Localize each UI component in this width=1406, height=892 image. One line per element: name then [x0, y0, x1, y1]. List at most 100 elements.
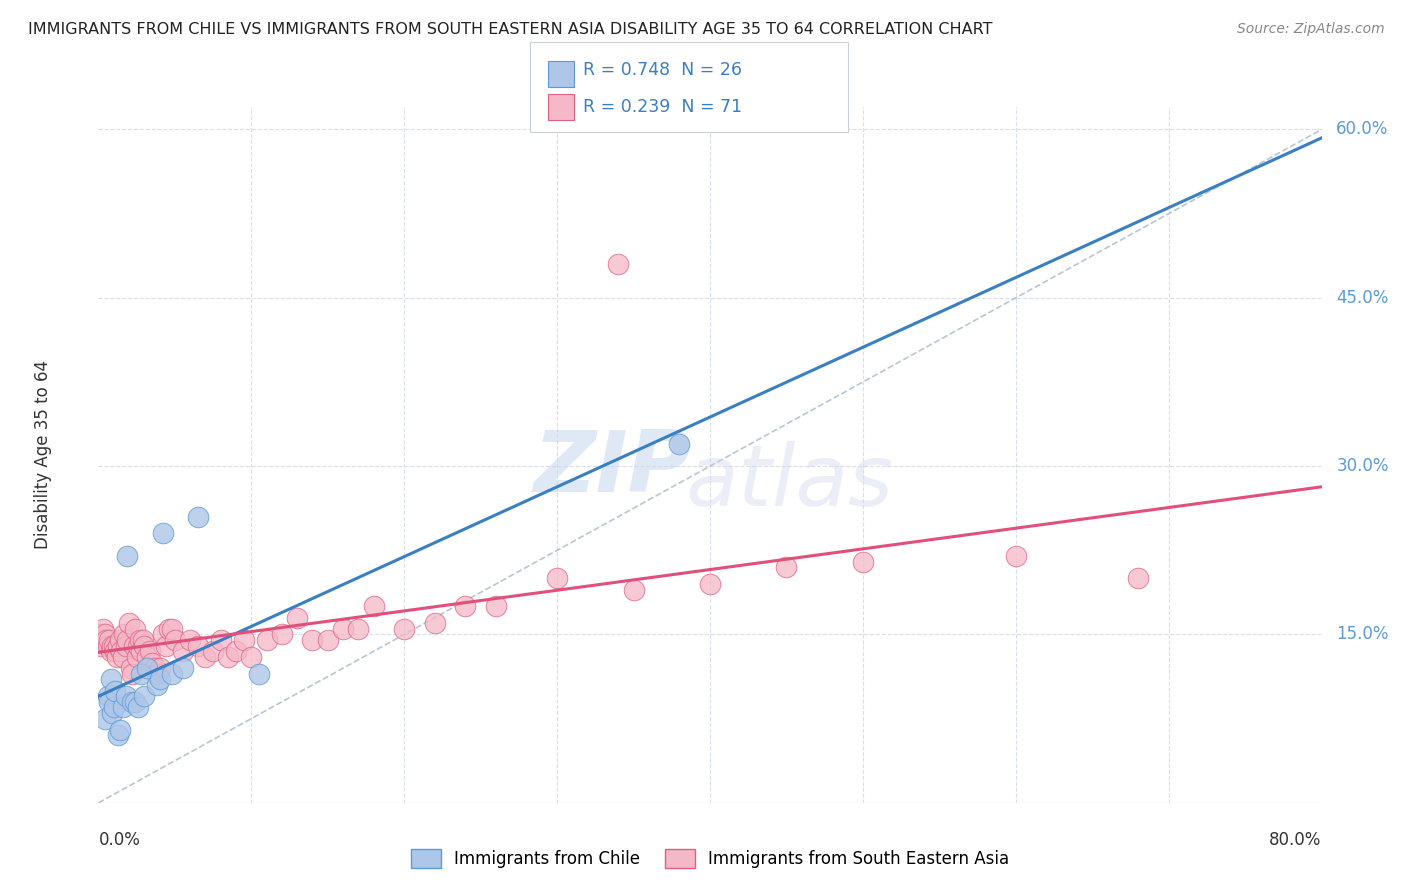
Point — [127, 639, 149, 653]
Text: 80.0%: 80.0% — [1270, 830, 1322, 848]
Text: R = 0.748  N = 26: R = 0.748 N = 26 — [583, 61, 742, 78]
Point — [699, 577, 721, 591]
Point — [91, 622, 114, 636]
Point — [225, 644, 247, 658]
Point — [332, 622, 354, 636]
Point — [143, 661, 166, 675]
Point — [128, 633, 150, 648]
Point — [485, 599, 508, 614]
Point — [240, 649, 263, 664]
Point — [111, 649, 134, 664]
Point — [100, 673, 122, 687]
Point — [163, 633, 186, 648]
Point — [155, 639, 177, 653]
Point — [108, 633, 131, 648]
Point — [134, 689, 156, 703]
Point — [90, 639, 112, 653]
Point — [775, 560, 797, 574]
Text: R = 0.239  N = 71: R = 0.239 N = 71 — [583, 98, 742, 116]
Point — [623, 582, 645, 597]
Point — [852, 555, 875, 569]
Point — [187, 509, 209, 524]
Point — [363, 599, 385, 614]
Point — [194, 649, 217, 664]
Point — [104, 683, 127, 698]
Point — [149, 673, 172, 687]
Point — [134, 639, 156, 653]
Point — [111, 700, 134, 714]
Point — [1128, 571, 1150, 585]
Text: 15.0%: 15.0% — [1336, 625, 1389, 643]
Point — [232, 633, 254, 648]
Point — [112, 627, 135, 641]
Point — [132, 633, 155, 648]
Point — [101, 706, 124, 720]
Point — [121, 666, 143, 681]
Text: 30.0%: 30.0% — [1336, 457, 1389, 475]
Point — [668, 436, 690, 450]
Point — [256, 633, 278, 648]
Point — [149, 661, 172, 675]
Point — [110, 644, 132, 658]
Point — [187, 639, 209, 653]
Point — [136, 649, 159, 664]
Point — [98, 695, 121, 709]
Point — [172, 644, 194, 658]
Point — [607, 257, 630, 271]
Point — [127, 700, 149, 714]
Point — [141, 656, 163, 670]
Text: Disability Age 35 to 64: Disability Age 35 to 64 — [34, 360, 52, 549]
Text: Source: ZipAtlas.com: Source: ZipAtlas.com — [1237, 22, 1385, 37]
Point — [392, 622, 416, 636]
Point — [122, 639, 145, 653]
Point — [285, 610, 308, 624]
Point — [160, 622, 183, 636]
Point — [247, 666, 270, 681]
Point — [152, 526, 174, 541]
Point — [1004, 549, 1026, 563]
Point — [129, 644, 152, 658]
Text: atlas: atlas — [686, 442, 894, 524]
Point — [145, 678, 167, 692]
Point — [347, 622, 370, 636]
Point — [121, 695, 143, 709]
Point — [423, 616, 446, 631]
Point — [125, 649, 148, 664]
Legend: Immigrants from Chile, Immigrants from South Eastern Asia: Immigrants from Chile, Immigrants from S… — [404, 842, 1017, 874]
Point — [107, 729, 129, 743]
Point — [157, 622, 180, 636]
Point — [179, 633, 201, 648]
Point — [152, 627, 174, 641]
Point — [136, 661, 159, 675]
Point — [124, 622, 146, 636]
Point — [115, 689, 138, 703]
Text: ZIP: ZIP — [533, 427, 690, 510]
Text: 45.0%: 45.0% — [1336, 289, 1389, 307]
Point — [97, 639, 120, 653]
Point — [454, 599, 477, 614]
Point — [172, 661, 194, 675]
Point — [117, 633, 139, 648]
Point — [105, 649, 128, 664]
Point — [108, 723, 131, 737]
Point — [97, 689, 120, 703]
Point — [101, 639, 124, 653]
Text: 60.0%: 60.0% — [1336, 120, 1389, 138]
Point — [160, 666, 183, 681]
Point — [270, 627, 292, 641]
Point — [139, 644, 162, 658]
Point — [98, 633, 121, 648]
Point — [89, 627, 111, 641]
Point — [103, 639, 125, 653]
Point — [107, 639, 129, 653]
Point — [546, 571, 568, 585]
Point — [104, 644, 127, 658]
Point — [115, 639, 138, 653]
Point — [93, 627, 115, 641]
Point — [100, 644, 122, 658]
Point — [93, 712, 115, 726]
Point — [120, 661, 142, 675]
Text: IMMIGRANTS FROM CHILE VS IMMIGRANTS FROM SOUTH EASTERN ASIA DISABILITY AGE 35 TO: IMMIGRANTS FROM CHILE VS IMMIGRANTS FROM… — [28, 22, 993, 37]
Point — [316, 633, 339, 648]
Point — [202, 644, 225, 658]
